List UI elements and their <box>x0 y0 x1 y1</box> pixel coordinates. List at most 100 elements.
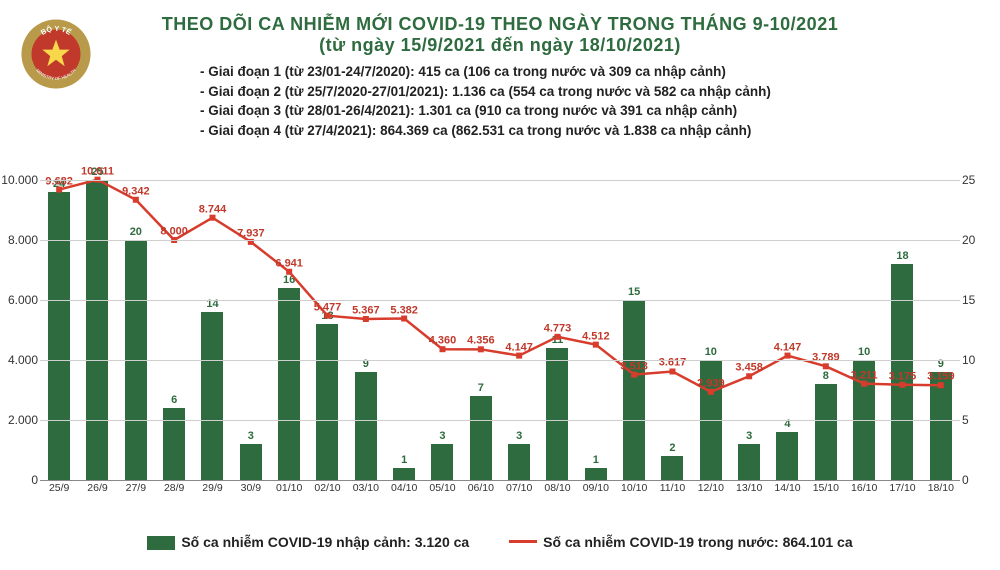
x-tick-label: 05/10 <box>429 482 455 494</box>
x-tick-label: 06/10 <box>468 482 494 494</box>
x-tick-label: 08/10 <box>544 482 570 494</box>
line-marker <box>478 346 484 352</box>
line-value-label: 4.773 <box>544 322 572 334</box>
line-marker <box>401 316 407 322</box>
x-tick-label: 13/10 <box>736 482 762 494</box>
line-value-label: 8.744 <box>199 203 227 215</box>
bar-swatch-icon <box>147 536 175 550</box>
y-left-tick: 4.000 <box>0 353 38 367</box>
summary-block: - Giai đoạn 1 (từ 23/01-24/7/2020): 415 … <box>200 62 1000 140</box>
x-tick-label: 28/9 <box>164 482 184 494</box>
gridline <box>40 420 960 421</box>
summary-line: - Giai đoạn 1 (từ 23/01-24/7/2020): 415 … <box>200 62 1000 82</box>
x-tick-label: 25/9 <box>49 482 69 494</box>
legend-bar: Số ca nhiễm COVID-19 nhập cảnh: 3.120 ca <box>147 534 469 550</box>
x-tick-label: 02/10 <box>314 482 340 494</box>
line-marker <box>440 346 446 352</box>
gridline <box>40 180 960 181</box>
line-value-label: 4.360 <box>429 335 457 347</box>
line-marker <box>708 389 714 395</box>
x-tick-label: 26/9 <box>87 482 107 494</box>
x-tick-label: 30/9 <box>241 482 261 494</box>
x-tick-label: 12/10 <box>698 482 724 494</box>
x-tick-label: 03/10 <box>353 482 379 494</box>
chart-title: THEO DÕI CA NHIỄM MỚI COVID-19 THEO NGÀY… <box>0 0 1000 56</box>
x-tick-label: 29/9 <box>202 482 222 494</box>
title-line-2: (từ ngày 15/9/2021 đến ngày 18/10/2021) <box>0 35 1000 56</box>
line-value-label: 5.367 <box>352 305 380 317</box>
summary-line: - Giai đoạn 2 (từ 25/7/2020-27/01/2021):… <box>200 82 1000 102</box>
x-tick-label: 11/10 <box>660 482 686 494</box>
x-tick-label: 01/10 <box>276 482 302 494</box>
y-right-tick: 15 <box>962 293 992 307</box>
x-tick-label: 17/10 <box>889 482 915 494</box>
x-tick-label: 10/10 <box>621 482 647 494</box>
y-left-tick: 6.000 <box>0 293 38 307</box>
line-value-label: 3.513 <box>620 360 648 372</box>
y-axis-left: 02.0004.0006.0008.00010.000 <box>0 180 38 480</box>
line-value-label: 2.939 <box>697 377 725 389</box>
line-value-label: 3.617 <box>659 357 687 369</box>
line-value-label: 3.789 <box>812 352 840 364</box>
line-value-label: 3.458 <box>735 362 763 374</box>
line-marker <box>363 316 369 322</box>
legend-line-label: Số ca nhiễm COVID-19 trong nước: 864.101… <box>543 534 853 550</box>
line-marker <box>555 334 561 340</box>
summary-line: - Giai đoạn 3 (từ 28/01-26/4/2021): 1.30… <box>200 101 1000 121</box>
gridline <box>40 360 960 361</box>
line-value-label: 3.159 <box>927 371 955 383</box>
line-value-label: 4.147 <box>505 341 533 353</box>
x-tick-label: 14/10 <box>774 482 800 494</box>
line-marker <box>631 372 637 378</box>
line-marker <box>56 187 62 193</box>
line-value-label: 5.477 <box>314 301 342 313</box>
line-marker <box>325 313 331 319</box>
line-swatch-icon <box>509 540 537 543</box>
line-value-label: 4.512 <box>582 330 610 342</box>
x-tick-label: 27/9 <box>126 482 146 494</box>
chart-area: 02.0004.0006.0008.00010.000 0510152025 2… <box>40 180 960 520</box>
x-tick-label: 07/10 <box>506 482 532 494</box>
line-value-label: 5.382 <box>390 304 418 316</box>
line-value-label: 4.147 <box>774 341 802 353</box>
line-marker <box>900 382 906 388</box>
line-marker <box>861 381 867 387</box>
y-right-tick: 25 <box>962 173 992 187</box>
x-axis-labels: 25/9 26/9 27/9 28/9 29/9 30/9 01/10 02/10 03/10 0… <box>40 482 960 502</box>
line-value-label: 8.000 <box>160 226 188 238</box>
line-marker <box>210 215 216 221</box>
x-tick-label: 16/10 <box>851 482 877 494</box>
legend-bar-label: Số ca nhiễm COVID-19 nhập cảnh: 3.120 ca <box>181 534 469 550</box>
line-marker <box>133 197 139 203</box>
line-value-label: 3.211 <box>851 369 878 381</box>
line-marker <box>593 342 599 348</box>
line-marker <box>516 353 522 359</box>
plot-area: 24252061431613913731111521034810189 9.68… <box>40 180 960 481</box>
x-tick-label: 18/10 <box>928 482 954 494</box>
line-marker <box>785 353 791 359</box>
summary-line: - Giai đoạn 4 (từ 27/4/2021): 864.369 ca… <box>200 121 1000 141</box>
line-value-label: 6.941 <box>275 257 303 269</box>
y-axis-right: 0510152025 <box>962 180 992 480</box>
legend: Số ca nhiễm COVID-19 nhập cảnh: 3.120 ca… <box>0 534 1000 550</box>
ministry-logo: BỘ Y TẾ MINISTRY OF HEALTH <box>20 18 92 90</box>
x-tick-label: 04/10 <box>391 482 417 494</box>
line-marker <box>286 269 292 275</box>
legend-line: Số ca nhiễm COVID-19 trong nước: 864.101… <box>509 534 853 550</box>
y-left-tick: 8.000 <box>0 233 38 247</box>
x-tick-label: 09/10 <box>583 482 609 494</box>
line-value-label: 9.682 <box>45 175 73 187</box>
line-marker <box>938 382 944 388</box>
line-value-label: 9.342 <box>122 185 150 197</box>
gridline <box>40 240 960 241</box>
line-value-label: 4.356 <box>467 335 495 347</box>
line-value-label: 3.175 <box>889 370 917 382</box>
y-left-tick: 0 <box>0 473 38 487</box>
y-right-tick: 5 <box>962 413 992 427</box>
line-value-label: 7.937 <box>237 227 265 239</box>
gridline <box>40 300 960 301</box>
y-right-tick: 20 <box>962 233 992 247</box>
line-marker <box>670 368 676 374</box>
title-line-1: THEO DÕI CA NHIỄM MỚI COVID-19 THEO NGÀY… <box>0 14 1000 35</box>
line-value-label: 10.011 <box>81 165 114 177</box>
